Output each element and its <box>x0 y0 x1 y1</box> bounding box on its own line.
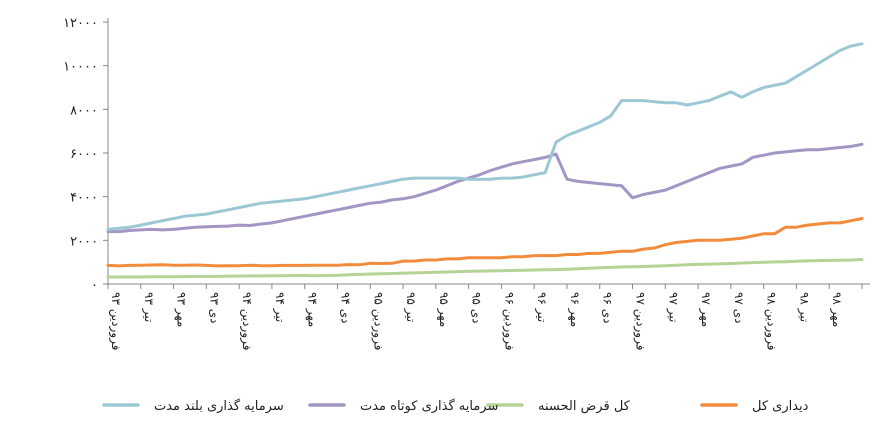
y-axis-ticks: ۰ ۲۰۰۰ ۴۰۰۰ ۶۰۰۰ ۸۰۰۰ ۱۰۰۰۰ ۱۲۰۰۰ <box>63 16 108 293</box>
x-tick-label: تیر ۹۸ <box>796 292 811 322</box>
legend-label-2: سرمایه گذاری کوتاه مدت <box>360 398 498 414</box>
legend-label-0: دیداری کل <box>752 399 809 414</box>
x-tick-label: دی ۹۶ <box>601 292 615 323</box>
y-tick-label: ۶۰۰۰ <box>70 147 98 162</box>
x-tick-label: مهر ۹۷ <box>698 292 713 327</box>
series-line-0 <box>106 217 864 268</box>
x-tick-label: فروردین ۹۶ <box>501 292 516 350</box>
series-line-2 <box>106 142 864 234</box>
x-tick-label: دی ۹۷ <box>732 292 746 323</box>
x-tick-label: مهر ۹۳ <box>174 292 189 327</box>
y-tick-label: ۲۰۰۰ <box>70 234 98 249</box>
axes <box>107 18 870 285</box>
x-tick-label: فروردین ۹۴ <box>239 292 254 350</box>
legend-label-1: کل قرض الحسنه <box>538 399 631 414</box>
series-line-1 <box>106 258 864 279</box>
x-tick-label: تیر ۹۳ <box>141 292 156 322</box>
y-tick-label: ۰ <box>91 278 98 293</box>
y-tick-label: ۴۰۰۰ <box>70 191 98 206</box>
x-tick-label: دی ۹۴ <box>338 292 352 323</box>
series-lines <box>106 42 864 279</box>
y-tick-label: ۱۰۰۰۰ <box>63 60 98 75</box>
x-tick-label: تیر ۹۶ <box>534 292 549 322</box>
series-line-3 <box>106 42 864 231</box>
x-axis-ticks: فروردین ۹۳ تیر ۹۳ مهر ۹۳ دی ۹۳ فروردین ۹۴ تیر… <box>107 284 863 350</box>
x-tick-label: تیر ۹۵ <box>403 292 418 322</box>
x-tick-label: فروردین ۹۳ <box>108 292 123 350</box>
x-tick-label: مهر ۹۵ <box>436 292 451 327</box>
x-tick-label: مهر ۹۶ <box>567 292 582 327</box>
x-tick-label: دی ۹۵ <box>470 292 484 323</box>
x-tick-label: فروردین ۹۵ <box>370 292 385 350</box>
x-tick-label: دی ۹۳ <box>207 292 221 323</box>
legend: دیداری کل کل قرض الحسنه سرمایه گذاری کوتاه… <box>102 398 809 414</box>
x-tick-label: مهر ۹۸ <box>829 292 844 327</box>
x-tick-label: مهر ۹۴ <box>305 292 320 327</box>
x-tick-label: تیر ۹۴ <box>272 292 287 322</box>
y-tick-label: ۱۲۰۰۰ <box>63 16 98 31</box>
x-tick-label: فروردین ۹۷ <box>633 292 648 350</box>
x-tick-label: فروردین ۹۸ <box>764 292 779 350</box>
legend-label-3: سرمایه گذاری بلند مدت <box>154 398 284 414</box>
x-tick-label: تیر ۹۷ <box>665 292 680 322</box>
y-tick-label: ۸۰۰۰ <box>70 103 98 118</box>
